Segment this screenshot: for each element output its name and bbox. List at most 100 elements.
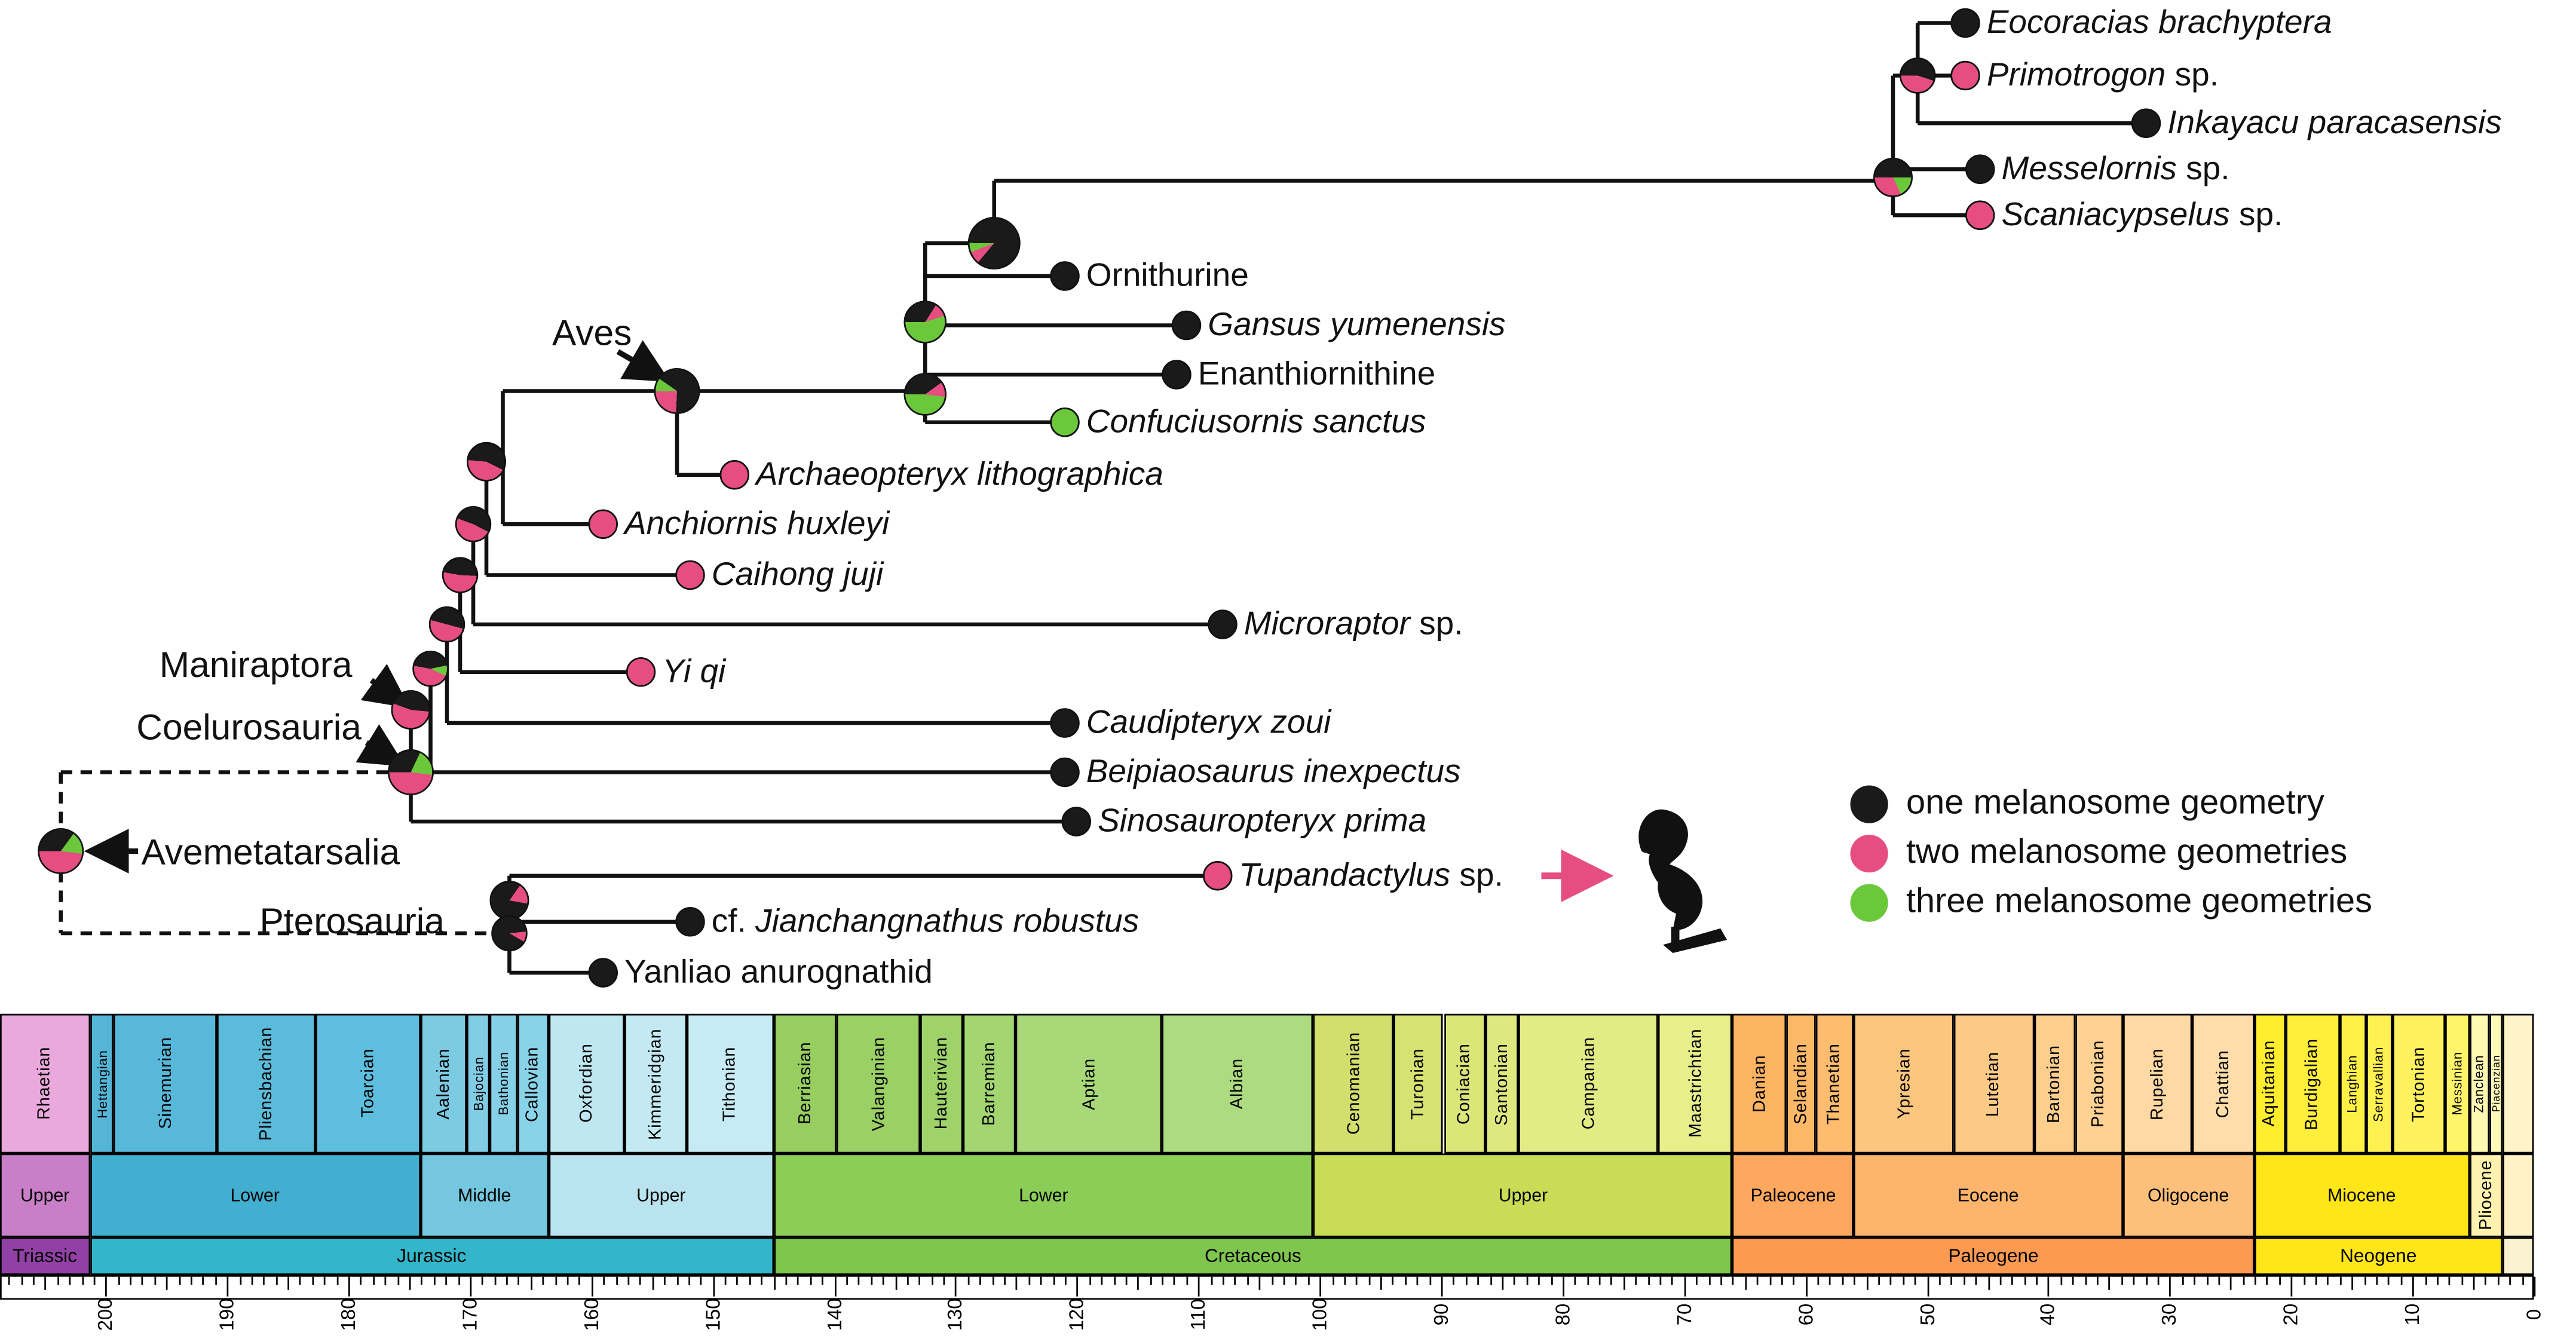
stage-cell: Kimmeridgian bbox=[624, 1013, 687, 1154]
ruler-tick bbox=[1052, 1276, 1055, 1285]
tip-circle bbox=[2131, 108, 2161, 138]
ruler-tick bbox=[1635, 1276, 1637, 1285]
ruler-tick bbox=[2278, 1276, 2281, 1285]
ruler-tick bbox=[895, 1276, 897, 1290]
stage-cell: Selandian bbox=[1785, 1013, 1815, 1154]
ruler-tick bbox=[1283, 1276, 1285, 1285]
tip-circle bbox=[1950, 8, 1980, 38]
stage-cell: Hettangian bbox=[90, 1013, 114, 1154]
ruler-tick bbox=[45, 1276, 47, 1290]
ruler-tick bbox=[2449, 1276, 2451, 1285]
clade-label: Pterosauria bbox=[259, 900, 445, 942]
tip-circle bbox=[675, 907, 705, 937]
ruler-tick bbox=[2036, 1276, 2038, 1285]
node-pie bbox=[491, 915, 528, 952]
ruler-tick bbox=[372, 1276, 375, 1285]
ruler-tick bbox=[2522, 1276, 2523, 1285]
ruler-tick bbox=[2534, 1276, 2536, 1297]
ruler-tick bbox=[797, 1276, 800, 1285]
tip-circle bbox=[675, 560, 705, 590]
ruler-tick bbox=[2194, 1276, 2196, 1285]
stage-label: Oxfordian bbox=[576, 1044, 596, 1123]
ruler-tick bbox=[749, 1276, 751, 1285]
ruler-tick bbox=[433, 1276, 436, 1285]
stage-label: Toarcian bbox=[358, 1049, 378, 1119]
stage-label: Bathonian bbox=[496, 1052, 511, 1116]
ruler-tick bbox=[518, 1276, 520, 1285]
tip-label: Primotrogon sp. bbox=[1986, 57, 2219, 94]
ruler-tick bbox=[1744, 1276, 1747, 1290]
ruler-tick bbox=[2400, 1276, 2402, 1285]
ruler-tick bbox=[1198, 1276, 1200, 1297]
node-pie bbox=[412, 651, 449, 687]
ruler-tick bbox=[1659, 1276, 1662, 1285]
ruler-tick bbox=[2072, 1276, 2075, 1285]
ruler-tick bbox=[1902, 1276, 1904, 1285]
node-pie bbox=[967, 217, 1021, 269]
ruler-tick bbox=[1016, 1276, 1018, 1290]
ruler-tick bbox=[1040, 1276, 1043, 1285]
period-cell: Triassic bbox=[0, 1237, 90, 1275]
ruler-tick bbox=[1441, 1276, 1443, 1297]
ruler-tick bbox=[2060, 1276, 2062, 1285]
node-pie bbox=[1873, 158, 1913, 197]
ruler-tick bbox=[1319, 1276, 1322, 1297]
stage-cell: Maastrichtian bbox=[1658, 1013, 1733, 1154]
ruler-tick bbox=[530, 1276, 532, 1290]
ruler-tick bbox=[2461, 1276, 2463, 1285]
stage-label: Albian bbox=[1227, 1058, 1248, 1110]
stage-label: Cenomanian bbox=[1343, 1032, 1364, 1135]
ruler-tick bbox=[1162, 1276, 1164, 1285]
node-pie bbox=[38, 828, 84, 874]
tick-label: 50 bbox=[1915, 1303, 1938, 1326]
stage-label: Pliensbachian bbox=[256, 1027, 277, 1141]
ruler-tick bbox=[1356, 1276, 1358, 1285]
ruler-tick bbox=[191, 1276, 192, 1285]
node-pie bbox=[1900, 57, 1936, 94]
ruler-tick bbox=[1417, 1276, 1419, 1285]
ruler-tick bbox=[1878, 1276, 1880, 1285]
stage-label: Messinian bbox=[2450, 1052, 2465, 1116]
ruler-tick bbox=[700, 1276, 703, 1285]
ruler-tick bbox=[482, 1276, 484, 1285]
stage-label: Coniacian bbox=[1454, 1043, 1475, 1124]
ruler-tick bbox=[2242, 1276, 2244, 1285]
tip-label: Sinosauropteryx prima bbox=[1098, 803, 1427, 840]
epoch-cell: Upper bbox=[0, 1153, 90, 1237]
stage-cell: Bajocian bbox=[466, 1013, 491, 1154]
ruler-tick bbox=[1829, 1276, 1831, 1285]
ruler-tick bbox=[360, 1276, 363, 1285]
stage-cell: Rhaetian bbox=[0, 1013, 90, 1154]
ruler-tick bbox=[2169, 1276, 2171, 1297]
ruler-tick bbox=[154, 1276, 156, 1285]
ruler-tick bbox=[1951, 1276, 1953, 1285]
ruler-tick bbox=[761, 1276, 763, 1285]
tip-label: Anchiornis huxleyi bbox=[624, 506, 890, 543]
ruler-tick bbox=[32, 1276, 35, 1285]
ruler-tick bbox=[2011, 1276, 2014, 1285]
stage-label: Tortonian bbox=[2409, 1046, 2430, 1122]
ruler-tick bbox=[1186, 1276, 1188, 1285]
node-pie bbox=[489, 881, 529, 920]
stage-cell: Zanclean bbox=[2469, 1013, 2491, 1154]
ruler-tick bbox=[1246, 1276, 1249, 1285]
ruler-tick bbox=[591, 1276, 593, 1297]
stage-cell: Langhian bbox=[2340, 1013, 2366, 1154]
tick-label: 20 bbox=[2279, 1303, 2303, 1326]
epoch-label: Upper bbox=[1498, 1185, 1548, 1206]
ruler-tick bbox=[579, 1276, 581, 1285]
tip-label: Yanliao anurognathid bbox=[624, 954, 933, 991]
stage-cell: Lutetian bbox=[1953, 1013, 2034, 1154]
ruler-tick bbox=[142, 1276, 144, 1285]
ruler-tick bbox=[2436, 1276, 2439, 1285]
ruler-tick bbox=[1210, 1276, 1212, 1285]
period-label: Jurassic bbox=[397, 1246, 467, 1266]
clade-label: Aves bbox=[552, 312, 632, 354]
ruler-tick bbox=[1113, 1276, 1115, 1285]
ruler-tick bbox=[1538, 1276, 1540, 1285]
ruler-tick bbox=[1174, 1276, 1176, 1285]
stage-label: Bajocian bbox=[471, 1056, 486, 1111]
tick-label: 140 bbox=[822, 1298, 846, 1331]
stage-label: Aalenian bbox=[433, 1048, 454, 1120]
node-pie bbox=[467, 442, 506, 482]
